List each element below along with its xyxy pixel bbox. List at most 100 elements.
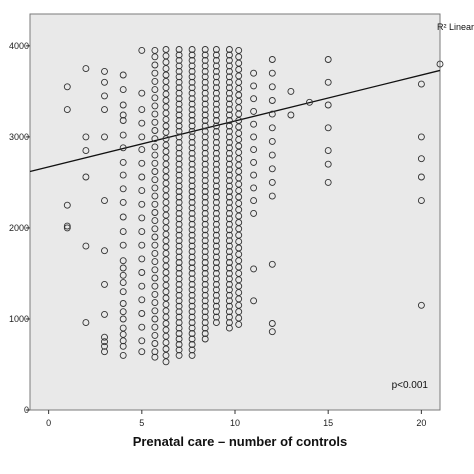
data-point xyxy=(188,253,196,261)
data-point xyxy=(201,122,209,130)
data-point xyxy=(175,95,183,103)
data-point xyxy=(175,182,183,190)
data-point xyxy=(151,86,159,94)
data-point xyxy=(151,53,159,61)
data-point xyxy=(188,269,196,277)
data-point xyxy=(201,319,209,327)
data-point xyxy=(151,118,159,126)
data-point xyxy=(201,248,209,256)
data-point xyxy=(175,226,183,234)
data-point xyxy=(151,184,159,192)
axes: 0 1000 2000 3000 4000 0 5 10 15 20 xyxy=(9,41,426,428)
data-point xyxy=(201,198,209,206)
data-point xyxy=(63,106,71,114)
data-point xyxy=(225,291,233,299)
data-point xyxy=(175,193,183,201)
data-point xyxy=(138,89,146,97)
data-point xyxy=(201,259,209,266)
data-point xyxy=(201,166,209,174)
data-point xyxy=(225,297,233,305)
data-point xyxy=(188,198,196,206)
x-tick-label: 0 xyxy=(46,418,51,428)
data-point xyxy=(82,133,90,141)
data-point xyxy=(63,83,71,91)
data-point xyxy=(212,122,220,130)
data-point xyxy=(212,89,220,97)
data-point xyxy=(119,213,127,221)
data-point xyxy=(175,220,183,228)
data-point xyxy=(119,257,127,265)
data-point xyxy=(201,324,209,332)
data-point xyxy=(82,65,90,73)
data-point xyxy=(188,291,196,299)
data-point xyxy=(188,351,196,359)
data-point xyxy=(225,324,233,332)
data-point xyxy=(138,241,146,249)
data-point xyxy=(201,56,209,64)
data-point xyxy=(175,198,183,206)
data-point xyxy=(175,215,183,223)
data-point xyxy=(151,200,159,208)
data-point xyxy=(188,248,196,256)
data-point xyxy=(188,209,196,217)
data-point xyxy=(324,56,332,63)
data-point xyxy=(225,319,233,327)
data-point xyxy=(268,110,276,118)
data-point xyxy=(212,308,220,316)
data-point xyxy=(119,117,127,124)
data-point xyxy=(82,173,90,181)
data-point xyxy=(225,144,233,152)
data-point xyxy=(225,127,233,135)
p-value-annotation: p<0.001 xyxy=(392,380,429,391)
y-tick-label: 2000 xyxy=(9,223,29,233)
data-point xyxy=(225,313,233,321)
data-point xyxy=(250,171,258,179)
data-point xyxy=(119,264,127,272)
data-point xyxy=(119,315,127,323)
data-point xyxy=(201,106,209,114)
data-point xyxy=(119,241,127,249)
data-point xyxy=(212,248,220,256)
data-point xyxy=(287,111,295,119)
data-point xyxy=(188,286,196,294)
data-point xyxy=(151,249,159,257)
data-point xyxy=(175,188,183,195)
data-point xyxy=(225,111,233,119)
data-point xyxy=(225,62,233,70)
data-point xyxy=(225,259,233,266)
data-point xyxy=(188,313,196,321)
data-point xyxy=(82,147,90,155)
data-point xyxy=(175,324,183,332)
data-point xyxy=(151,353,159,361)
data-point xyxy=(188,67,196,75)
data-point xyxy=(212,275,220,283)
data-point xyxy=(119,337,127,345)
data-point xyxy=(417,133,425,141)
data-point xyxy=(151,168,159,175)
data-point xyxy=(151,176,159,184)
data-point xyxy=(268,260,276,268)
data-point xyxy=(188,177,196,185)
data-point xyxy=(119,288,127,296)
data-point xyxy=(175,155,183,163)
data-point xyxy=(225,177,233,185)
data-point xyxy=(201,231,209,239)
data-point xyxy=(188,297,196,305)
data-point xyxy=(188,89,196,97)
data-point xyxy=(63,201,71,209)
data-point xyxy=(201,209,209,217)
data-point xyxy=(268,56,276,63)
data-point xyxy=(225,275,233,283)
data-point xyxy=(201,182,209,190)
data-point xyxy=(188,335,196,343)
data-point xyxy=(268,178,276,186)
data-point xyxy=(212,51,220,59)
data-point xyxy=(151,135,159,143)
data-point xyxy=(212,117,220,124)
data-point xyxy=(225,188,233,195)
data-point xyxy=(188,330,196,337)
data-point xyxy=(151,290,159,298)
data-point xyxy=(101,333,108,341)
data-point xyxy=(151,315,159,323)
data-point xyxy=(225,95,233,103)
